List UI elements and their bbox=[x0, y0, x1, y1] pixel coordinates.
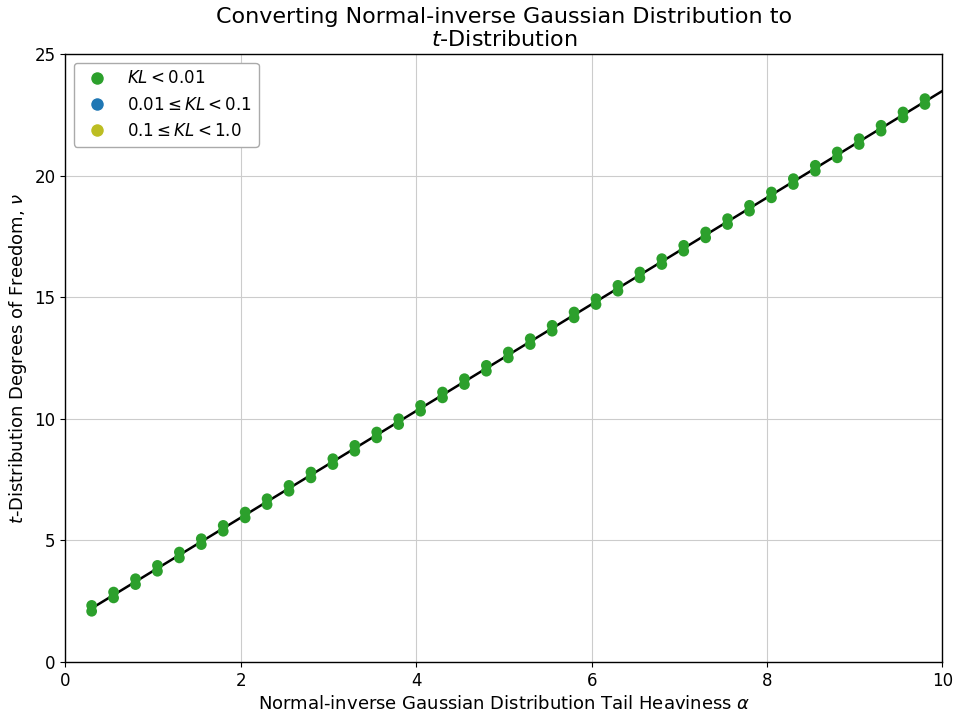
X-axis label: Normal-inverse Gaussian Distribution Tail Heaviness $\alpha$: Normal-inverse Gaussian Distribution Tai… bbox=[258, 695, 750, 713]
Point bbox=[544, 325, 560, 337]
Point bbox=[369, 426, 384, 438]
Point bbox=[413, 405, 428, 417]
Point bbox=[588, 293, 604, 305]
Point bbox=[611, 285, 626, 297]
Point bbox=[654, 253, 669, 264]
Point bbox=[785, 179, 801, 190]
Point bbox=[588, 299, 604, 310]
Point bbox=[348, 446, 363, 457]
Point bbox=[917, 99, 932, 110]
Point bbox=[216, 526, 231, 537]
Title: Converting Normal-inverse Gaussian Distribution to
$t$-Distribution: Converting Normal-inverse Gaussian Distr… bbox=[216, 7, 792, 50]
Point bbox=[325, 453, 341, 464]
Point bbox=[611, 279, 626, 291]
Point bbox=[303, 472, 319, 484]
Legend: $KL < 0.01$, $0.01 \leq KL < 0.1$, $0.1 \leq KL < 1.0$: $KL < 0.01$, $0.01 \leq KL < 0.1$, $0.1 … bbox=[74, 63, 258, 147]
Point bbox=[566, 312, 582, 323]
Point bbox=[522, 333, 538, 344]
Point bbox=[457, 379, 472, 390]
Point bbox=[829, 152, 845, 163]
Point bbox=[500, 352, 516, 364]
Point bbox=[522, 339, 538, 351]
Point bbox=[785, 173, 801, 184]
Point bbox=[84, 606, 99, 617]
Point bbox=[150, 565, 165, 577]
Point bbox=[150, 559, 165, 571]
Point bbox=[479, 366, 494, 377]
Point bbox=[194, 539, 209, 550]
Point bbox=[896, 112, 911, 124]
Point bbox=[391, 419, 406, 431]
Point bbox=[764, 186, 780, 198]
Point bbox=[194, 533, 209, 544]
Point bbox=[676, 240, 691, 251]
Point bbox=[874, 120, 889, 131]
Point bbox=[128, 573, 143, 585]
Point bbox=[479, 359, 494, 371]
Point bbox=[281, 480, 297, 491]
Point bbox=[457, 373, 472, 384]
Point bbox=[829, 146, 845, 158]
Point bbox=[259, 499, 275, 510]
Point bbox=[237, 512, 252, 523]
Point bbox=[698, 232, 713, 243]
Point bbox=[106, 586, 121, 598]
Point bbox=[172, 552, 187, 564]
Point bbox=[435, 392, 450, 404]
Point bbox=[391, 413, 406, 425]
Point bbox=[654, 258, 669, 270]
Point bbox=[566, 306, 582, 318]
Point bbox=[544, 320, 560, 331]
Point bbox=[216, 520, 231, 531]
Point bbox=[413, 400, 428, 411]
Point bbox=[303, 467, 319, 478]
Point bbox=[917, 93, 932, 104]
Point bbox=[852, 139, 867, 150]
Point bbox=[259, 493, 275, 505]
Point bbox=[369, 432, 384, 444]
Point bbox=[676, 246, 691, 257]
Point bbox=[896, 107, 911, 118]
Point bbox=[633, 266, 648, 278]
Y-axis label: $t$-Distribution Degrees of Freedom, $\nu$: $t$-Distribution Degrees of Freedom, $\n… bbox=[7, 192, 29, 523]
Point bbox=[807, 166, 823, 177]
Point bbox=[172, 546, 187, 558]
Point bbox=[874, 125, 889, 137]
Point bbox=[742, 205, 757, 217]
Point bbox=[435, 386, 450, 397]
Point bbox=[325, 459, 341, 470]
Point bbox=[633, 272, 648, 284]
Point bbox=[106, 592, 121, 603]
Point bbox=[348, 440, 363, 451]
Point bbox=[84, 600, 99, 611]
Point bbox=[281, 485, 297, 497]
Point bbox=[237, 506, 252, 518]
Point bbox=[698, 226, 713, 238]
Point bbox=[852, 133, 867, 145]
Point bbox=[742, 199, 757, 211]
Point bbox=[500, 346, 516, 358]
Point bbox=[128, 579, 143, 590]
Point bbox=[807, 160, 823, 171]
Point bbox=[764, 192, 780, 204]
Point bbox=[720, 213, 735, 225]
Point bbox=[720, 219, 735, 230]
